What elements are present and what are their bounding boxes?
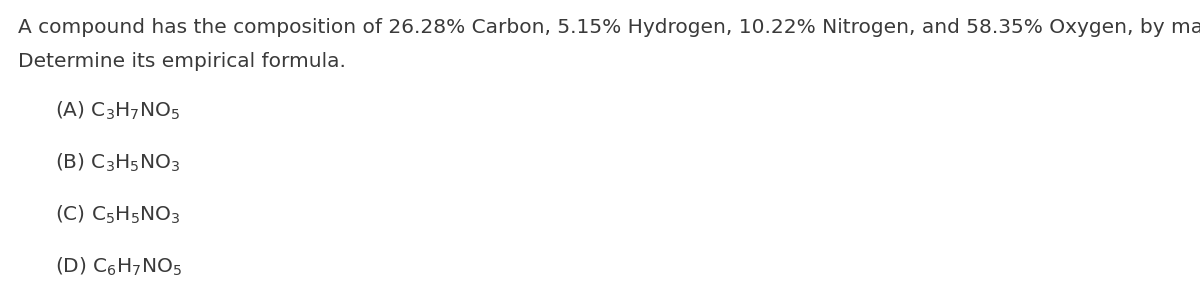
Text: (C) C$_5$H$_5$NO$_3$: (C) C$_5$H$_5$NO$_3$	[55, 204, 181, 226]
Text: (A) C$_3$H$_7$NO$_5$: (A) C$_3$H$_7$NO$_5$	[55, 100, 180, 122]
Text: Determine its empirical formula.: Determine its empirical formula.	[18, 52, 346, 71]
Text: (B) C$_3$H$_5$NO$_3$: (B) C$_3$H$_5$NO$_3$	[55, 152, 180, 174]
Text: (D) C$_6$H$_7$NO$_5$: (D) C$_6$H$_7$NO$_5$	[55, 256, 182, 278]
Text: A compound has the composition of 26.28% Carbon, 5.15% Hydrogen, 10.22% Nitrogen: A compound has the composition of 26.28%…	[18, 18, 1200, 37]
